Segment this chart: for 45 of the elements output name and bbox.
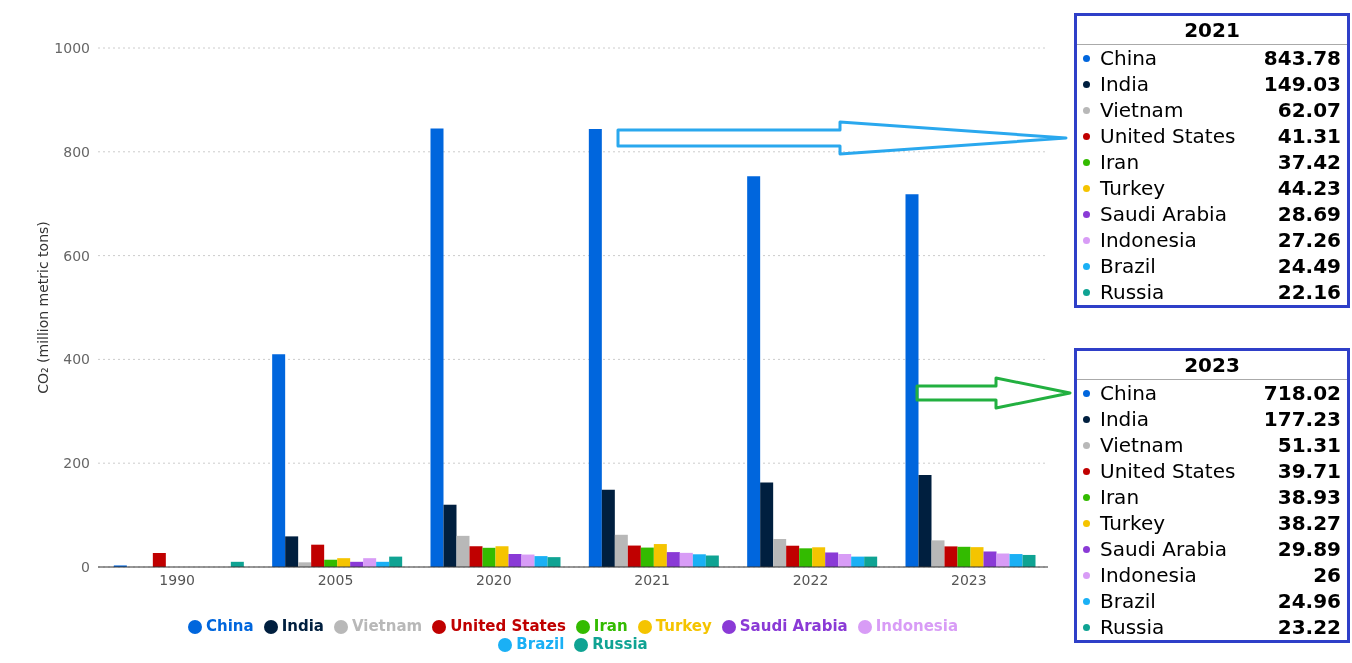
y-tick-label: 800: [63, 143, 90, 160]
text: India 149.03: [1100, 72, 1341, 96]
legend-label: United States: [450, 617, 566, 635]
text: 2021: [1077, 16, 1347, 45]
legend-label: Vietnam: [351, 617, 423, 635]
x-tick-label: 2021: [634, 571, 670, 588]
text: Vietnam 62.07: [1100, 98, 1341, 122]
text: Vietnam 51.31: [1100, 433, 1341, 457]
y-tick-label: 600: [63, 247, 90, 264]
legend-label: Saudi Arabia: [739, 617, 848, 635]
y-tick-label: 400: [63, 351, 90, 368]
legend-label: China: [206, 617, 254, 635]
legend-label: Turkey: [655, 617, 712, 635]
x-tick-label: 2005: [317, 571, 354, 588]
x-tick-label: 2023: [951, 571, 987, 588]
text: China 718.02: [1100, 381, 1341, 405]
text: United States 41.31: [1100, 124, 1341, 148]
text: Indonesia 27.26: [1100, 228, 1341, 252]
x-tick-label: 2022: [792, 571, 829, 588]
y-tick-label: 0: [81, 558, 90, 575]
text: Turkey 44.23: [1100, 176, 1341, 200]
legend-label: Russia: [592, 635, 648, 653]
text: United States 39.71: [1100, 459, 1341, 483]
x-tick-label: 1990: [159, 571, 195, 588]
y-tick-label: 1000: [54, 39, 90, 56]
y-axis-title: CO₂ (million metric tons): [35, 221, 51, 394]
x-tick-label: 2020: [476, 571, 512, 588]
text: Turkey 38.27: [1100, 511, 1341, 535]
text: Iran 37.42: [1100, 150, 1341, 174]
text: Indonesia 26: [1100, 563, 1341, 587]
text: India 177.23: [1100, 407, 1341, 431]
legend-label: Brazil: [516, 635, 565, 653]
text: China 843.78: [1100, 46, 1341, 70]
text: Brazil 24.49: [1100, 254, 1341, 278]
legend-label: Iran: [593, 617, 628, 635]
text: Brazil 24.96: [1100, 589, 1341, 613]
text: 2023: [1077, 351, 1347, 380]
text: Saudi Arabia 29.89: [1100, 537, 1341, 561]
text: Russia 22.16: [1100, 280, 1341, 304]
text: Iran 38.93: [1100, 485, 1341, 509]
y-tick-label: 200: [63, 455, 90, 472]
legend-label: India: [281, 617, 324, 635]
legend-label: Indonesia: [875, 617, 959, 635]
text: Saudi Arabia 28.69: [1100, 202, 1341, 226]
text: Russia 23.22: [1100, 615, 1341, 639]
